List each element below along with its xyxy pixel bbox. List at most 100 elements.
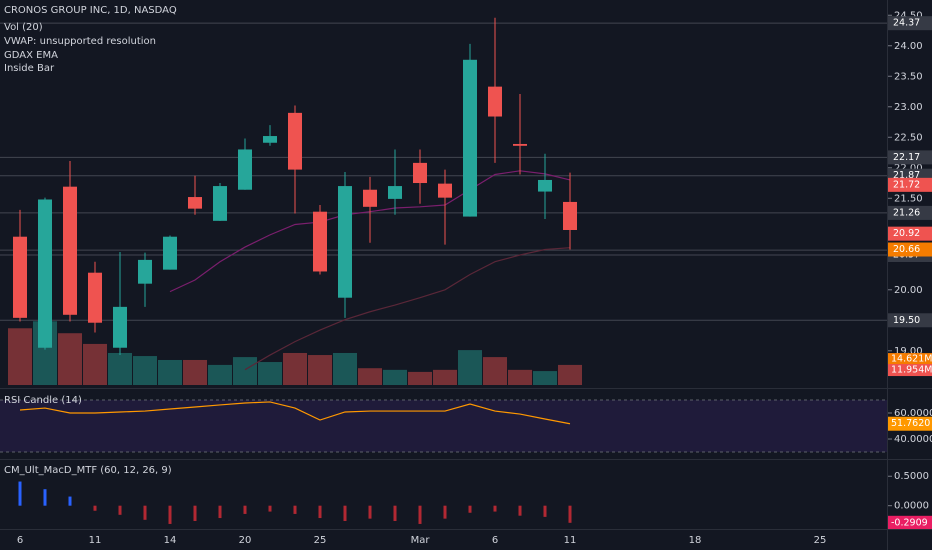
price-line-tag bbox=[888, 205, 932, 220]
macd-bar bbox=[393, 505, 397, 521]
volume-bar bbox=[158, 359, 182, 385]
y-tick-label: 20.00 bbox=[894, 285, 923, 296]
macd-bar bbox=[18, 481, 22, 506]
candle-body bbox=[238, 149, 252, 190]
volume-bar bbox=[333, 352, 357, 385]
volume-bar bbox=[308, 355, 332, 385]
x-tick-label: 20 bbox=[239, 535, 252, 546]
macd-bar bbox=[268, 505, 272, 512]
macd-bar bbox=[218, 505, 222, 519]
x-tick-label: 18 bbox=[689, 535, 702, 546]
macd-bar bbox=[468, 505, 472, 513]
candle-body bbox=[463, 59, 477, 217]
volume-bar bbox=[558, 364, 582, 385]
macd-bar bbox=[293, 505, 297, 514]
x-tick-label: 14 bbox=[164, 535, 177, 546]
volume-bar bbox=[483, 357, 507, 385]
candle-body bbox=[63, 186, 77, 315]
candle-body bbox=[388, 186, 402, 199]
price-tag bbox=[888, 226, 932, 241]
macd-bar bbox=[243, 505, 247, 514]
x-tick-label: 6 bbox=[492, 535, 498, 546]
candle-body bbox=[213, 186, 227, 221]
x-tick-label: 25 bbox=[314, 535, 327, 546]
volume-tag bbox=[888, 364, 932, 377]
volume-bar bbox=[508, 369, 532, 385]
candle-body bbox=[563, 201, 577, 230]
macd-bar bbox=[368, 505, 372, 519]
rsi-tick-label: 40.0000 bbox=[894, 434, 932, 445]
rsi-tag-label: 51.7620 bbox=[891, 418, 930, 429]
volume-bar bbox=[433, 369, 457, 385]
candle-body bbox=[163, 236, 177, 270]
price-tag bbox=[888, 177, 932, 192]
candle-body bbox=[13, 236, 27, 318]
y-tick-label: 22.00 bbox=[894, 163, 923, 174]
volume-tag-label: 11.954M bbox=[891, 365, 932, 376]
indicator-label: Inside Bar bbox=[4, 63, 55, 74]
volume-bar bbox=[408, 371, 432, 385]
macd-bar bbox=[418, 505, 422, 524]
plot-area bbox=[0, 17, 888, 524]
macd-bar bbox=[43, 489, 47, 506]
x-tick-label: 6 bbox=[17, 535, 23, 546]
candle-body bbox=[413, 162, 427, 184]
candle-body bbox=[188, 197, 202, 209]
macd-tick-label: 0.5000 bbox=[894, 471, 929, 482]
price-line-tag bbox=[888, 313, 932, 328]
volume-bar bbox=[183, 359, 207, 385]
candle-body bbox=[513, 143, 527, 146]
candle-body bbox=[488, 86, 502, 117]
indicator-label: VWAP: unsupported resolution bbox=[4, 36, 156, 47]
candle-body bbox=[38, 199, 52, 348]
rsi-tick-label: 60.0000 bbox=[894, 408, 932, 419]
volume-bar bbox=[108, 352, 132, 385]
volume-bar bbox=[133, 356, 157, 385]
macd-bar bbox=[518, 505, 522, 516]
price-line-label: 24.37 bbox=[893, 18, 920, 29]
macd-bar bbox=[93, 505, 97, 511]
macd-title: CM_Ult_MacD_MTF (60, 12, 26, 9) bbox=[4, 465, 172, 476]
price-line-label: 19.50 bbox=[893, 315, 920, 326]
candle-body bbox=[138, 259, 152, 284]
macd-bar bbox=[493, 505, 497, 512]
indicator-label: Vol (20) bbox=[4, 22, 43, 33]
candle-body bbox=[113, 306, 127, 348]
volume-bar bbox=[533, 371, 557, 385]
rsi-tag bbox=[888, 416, 932, 431]
macd-bar bbox=[68, 496, 72, 506]
rsi-line bbox=[19, 401, 571, 425]
volume-bar bbox=[383, 369, 407, 385]
rsi-band bbox=[0, 400, 888, 453]
macd-bar bbox=[193, 505, 197, 521]
macd-bar bbox=[443, 505, 447, 519]
price-tag bbox=[888, 242, 932, 257]
candle-body bbox=[88, 272, 102, 323]
price-line-label: 22.17 bbox=[893, 152, 920, 163]
candle-body bbox=[313, 211, 327, 272]
candle-body bbox=[288, 112, 302, 170]
volume-bar bbox=[358, 368, 382, 385]
volume-bar bbox=[233, 357, 257, 385]
macd-bar bbox=[168, 505, 172, 524]
price-axis: 24.50 24.00 23.50 23.00 22.50 22.00 21.50 20.00… bbox=[888, 10, 932, 530]
y-tick-label: 24.00 bbox=[894, 41, 923, 52]
macd-bar bbox=[343, 505, 347, 521]
volume-bar bbox=[58, 333, 82, 385]
y-tick-label: 24.50 bbox=[894, 10, 923, 21]
candle-body bbox=[263, 136, 277, 143]
overlay-line bbox=[244, 247, 571, 371]
price-tag-label: 20.92 bbox=[893, 228, 920, 239]
macd-bar bbox=[543, 505, 547, 517]
volume-bar bbox=[458, 350, 482, 385]
rsi-title: RSI Candle (14) bbox=[4, 395, 82, 406]
volume-bar bbox=[8, 328, 32, 385]
volume-bar bbox=[208, 364, 232, 385]
x-tick-label: Mar bbox=[411, 535, 431, 546]
y-tick-label: 21.50 bbox=[894, 193, 923, 204]
volume-bar bbox=[258, 362, 282, 385]
y-tick-label: 22.50 bbox=[894, 132, 923, 143]
chart-title: CRONOS GROUP INC, 1D, NASDAQ bbox=[4, 5, 177, 16]
macd-tick-label: 0.0000 bbox=[894, 501, 929, 512]
